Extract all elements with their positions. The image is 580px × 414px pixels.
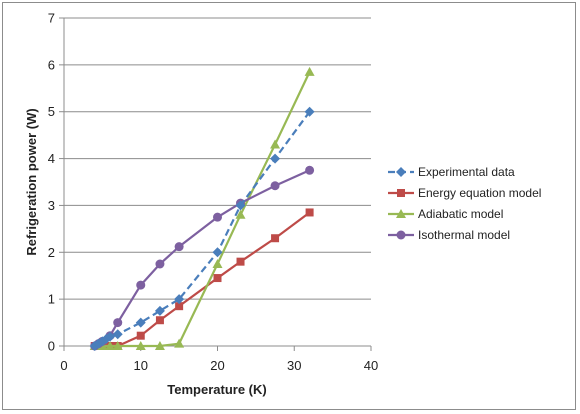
data-point (213, 212, 222, 222)
y-tick-label: 0 (48, 339, 55, 354)
data-point (136, 280, 146, 290)
data-point (213, 274, 222, 283)
legend-label: Adiabatic model (418, 207, 503, 221)
data-point (270, 139, 281, 149)
data-point (235, 209, 246, 219)
legend-label: Energy equation model (418, 186, 541, 200)
data-point (212, 259, 223, 268)
legend-swatch-marker (396, 167, 406, 177)
series-layer (89, 66, 315, 351)
legend-entry-adiabatic-model: Adiabatic model (388, 207, 503, 221)
y-tick-label: 1 (48, 292, 55, 307)
y-tick-label: 2 (48, 245, 55, 260)
data-point (155, 259, 165, 269)
data-point (270, 153, 281, 164)
data-point (304, 106, 315, 117)
series-isothermal-model (90, 165, 315, 351)
data-point (113, 318, 123, 328)
data-point (136, 331, 145, 340)
data-point (174, 294, 185, 305)
legend-swatch-marker (396, 230, 406, 240)
y-tick-label: 6 (48, 57, 55, 72)
data-point (154, 341, 165, 350)
data-point (175, 302, 184, 311)
legend: Experimental data Energy equation model Ad… (388, 165, 541, 242)
y-axis-title: Refrigeration power (W) (24, 108, 39, 255)
data-point (112, 329, 123, 340)
y-tick-label: 3 (48, 198, 55, 213)
data-point (271, 234, 280, 243)
legend-label: Isothermal model (418, 228, 510, 242)
data-point (212, 247, 223, 258)
series-experimental-data (89, 106, 315, 351)
data-point (112, 341, 123, 350)
x-tick-label: 0 (60, 358, 67, 373)
series-adiabatic-model (89, 66, 315, 350)
series-line-energy-equation-model (94, 211, 311, 348)
x-tick-label: 30 (287, 358, 301, 373)
x-tick-label: 20 (210, 358, 224, 373)
x-tick-label: 10 (134, 358, 148, 373)
data-point (305, 165, 315, 175)
legend-entry-isothermal-model: Isothermal model (388, 228, 510, 242)
data-point (135, 341, 146, 350)
data-point (105, 341, 116, 350)
data-point (105, 331, 116, 342)
data-point (155, 316, 164, 325)
data-point (305, 208, 314, 217)
series-line-isothermal-model (94, 169, 311, 347)
data-point (174, 338, 185, 348)
legend-swatch-marker (396, 209, 406, 218)
data-point (270, 181, 280, 191)
legend-entry-experimental-data: Experimental data (388, 165, 515, 179)
data-point (135, 317, 146, 328)
data-point (174, 242, 184, 252)
grid-layer (64, 17, 371, 300)
y-tick-label: 4 (48, 151, 55, 166)
data-point (235, 200, 246, 211)
data-point (304, 66, 315, 76)
legend-entry-energy-equation-model: Energy equation model (388, 186, 541, 200)
data-point (236, 257, 245, 266)
y-tick-label: 5 (48, 104, 55, 119)
axes-layer: 0 1 2 3 4 5 6 7 0 10 20 30 40 (48, 11, 378, 374)
x-axis-title: Temperature (K) (167, 382, 266, 397)
y-tick-label: 7 (48, 11, 55, 26)
x-tick-label: 40 (364, 358, 378, 373)
legend-swatch-marker (397, 189, 405, 197)
data-point (154, 305, 165, 316)
series-line-adiabatic-model (94, 71, 311, 348)
legend-label: Experimental data (418, 165, 515, 179)
